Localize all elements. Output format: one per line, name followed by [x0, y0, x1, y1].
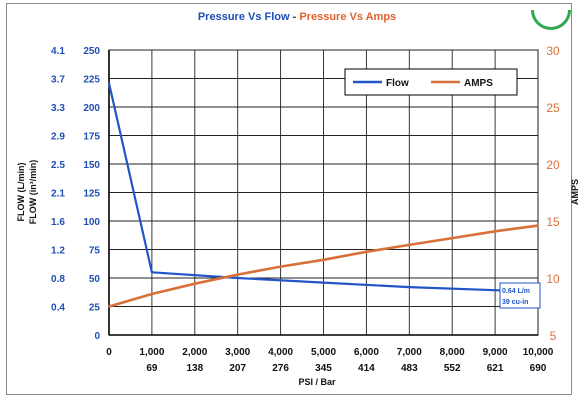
chart-title-title-sep: -	[293, 11, 300, 23]
y-tick-label-in3: 225	[83, 75, 100, 86]
y-axis-label-lpm: FLOW (L/min)	[16, 163, 26, 222]
series-line-flow	[107, 82, 539, 293]
y-tick-label-lpm: 2.5	[51, 160, 65, 171]
x-tick-label-psi: 7,000	[397, 347, 422, 358]
y-tick-label-lpm: 0.8	[51, 274, 65, 285]
y-right-tick-label: 5	[550, 329, 557, 343]
y-tick-label-lpm: 4.1	[51, 46, 65, 57]
x-tick-label-bar: 207	[229, 363, 246, 374]
legend-label-flow: Flow	[386, 78, 409, 89]
y-tick-label-lpm: 3.3	[51, 103, 65, 114]
data-point-amps	[537, 224, 539, 227]
x-tick-label-psi: 8,000	[440, 347, 465, 358]
x-tick-label-bar: 552	[444, 363, 461, 374]
y-right-tick-label: 20	[546, 158, 560, 172]
y-tick-label-lpm: 1.6	[51, 217, 65, 228]
y-tick-label-in3: 25	[89, 303, 101, 314]
y-axis-label-in3: FLOW (in³/min)	[28, 160, 38, 224]
x-tick-label-bar: 138	[186, 363, 203, 374]
y-tick-label-in3: 0	[94, 331, 100, 342]
y-right-axis-label: AMPS	[570, 179, 580, 205]
y-tick-label-lpm: 1.2	[51, 246, 65, 257]
y-tick-label-in3: 175	[83, 132, 100, 143]
y-right-tick-label: 15	[546, 215, 560, 229]
y-tick-label-lpm: 2.1	[51, 189, 65, 200]
data-point-flow	[236, 277, 239, 279]
y-tick-label-in3: 150	[83, 160, 100, 171]
data-point-flow	[108, 82, 110, 84]
chart-title-title-left: Pressure Vs Flow	[198, 11, 293, 23]
x-tick-label-psi: 3,000	[225, 347, 250, 358]
x-tick-label-bar: 276	[272, 363, 289, 374]
y-tick-label-in3: 200	[83, 103, 100, 114]
y-right-tick-label: 25	[546, 101, 560, 115]
x-tick-label-psi: 10,000	[523, 347, 554, 358]
annotation-box	[499, 282, 541, 309]
x-axis-label: PSI / Bar	[298, 377, 336, 387]
x-tick-label-psi: 2,000	[182, 347, 207, 358]
data-point-amps	[408, 244, 411, 246]
x-tick-label-bar: 690	[530, 363, 547, 374]
y-tick-label-lpm: 3.7	[51, 75, 65, 86]
x-tick-label-bar: 69	[146, 363, 158, 374]
y-tick-label-in3: 125	[83, 189, 100, 200]
y-tick-label-in3: 100	[83, 217, 100, 228]
x-tick-label-psi: 0	[106, 347, 112, 358]
x-tick-label-psi: 5,000	[311, 347, 336, 358]
x-tick-label-bar: 483	[401, 363, 418, 374]
data-point-amps	[322, 258, 325, 261]
legend-label-amps: AMPS	[464, 78, 493, 89]
data-point-amps	[194, 282, 196, 285]
x-tick-label-psi: 9,000	[483, 347, 508, 358]
data-point-amps	[451, 237, 454, 239]
data-point-flow	[151, 271, 153, 274]
data-point-amps	[151, 293, 153, 295]
y-right-tick-label: 30	[546, 44, 560, 58]
data-point-flow	[408, 286, 411, 288]
x-tick-label-psi: 1,000	[139, 347, 164, 358]
y-right-tick-label: 10	[546, 272, 560, 286]
data-point-amps	[279, 265, 282, 268]
annotation-line-2: 39 cu-in	[502, 299, 528, 306]
y-tick-label-lpm: 0.4	[51, 303, 65, 314]
x-tick-label-bar: 621	[487, 363, 504, 374]
y-tick-label-in3: 75	[89, 246, 101, 257]
data-point-amps	[365, 250, 368, 253]
x-tick-label-psi: 4,000	[268, 347, 293, 358]
data-point-flow	[322, 281, 325, 284]
y-tick-label-in3: 50	[89, 274, 101, 285]
y-tick-label-lpm: 2.9	[51, 132, 65, 143]
x-tick-label-bar: 414	[358, 363, 375, 374]
x-tick-label-bar: 345	[315, 363, 332, 374]
chart-title-title-right: Pressure Vs Amps	[299, 11, 396, 23]
data-point-amps	[494, 230, 496, 233]
annotation-line-1: 0.64 L/m	[502, 288, 530, 295]
y-tick-label-in3: 250	[83, 46, 100, 57]
data-point-amps	[236, 273, 239, 276]
x-tick-label-psi: 6,000	[354, 347, 379, 358]
data-point-amps	[108, 305, 110, 308]
chart-title: Pressure Vs Flow - Pressure Vs Amps	[198, 11, 396, 23]
